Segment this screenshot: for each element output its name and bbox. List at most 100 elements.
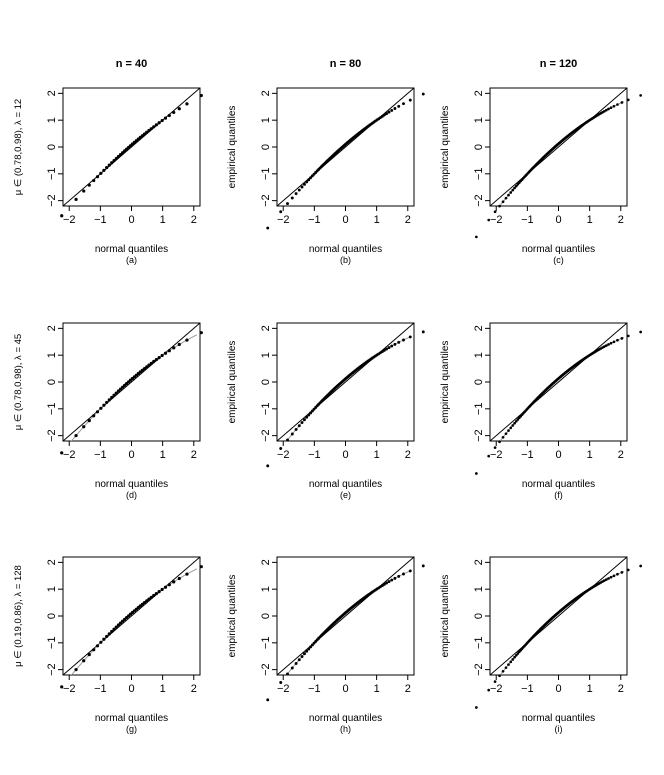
data-point [382, 582, 386, 586]
data-point [493, 446, 497, 449]
x-tick-label: 2 [618, 214, 624, 226]
x-tick-label: 2 [405, 683, 411, 695]
x-tick-label: 0 [342, 449, 348, 461]
data-point [152, 359, 156, 364]
data-point [303, 652, 306, 656]
data-point [487, 218, 491, 222]
data-point [402, 338, 405, 342]
data-point [147, 128, 151, 133]
data-point [393, 107, 397, 110]
y-tick-label: 2 [46, 559, 58, 565]
x-tick-label: 0 [128, 214, 134, 226]
data-point [149, 127, 153, 131]
data-point [266, 698, 270, 702]
x-tick-label: 2 [191, 214, 197, 226]
fitted-curve [70, 568, 198, 675]
data-point [501, 669, 505, 673]
x-tick-label: −2 [63, 449, 76, 461]
y-tick-label: 0 [46, 379, 58, 385]
data-point [74, 197, 78, 201]
data-point [487, 454, 491, 458]
data-point [142, 132, 147, 136]
x-tick-label: −2 [63, 683, 76, 695]
x-tick-label: 2 [191, 449, 197, 461]
data-point [487, 688, 491, 692]
y-tick-label: 2 [260, 325, 272, 331]
y-tick-label: 1 [46, 352, 58, 358]
row-parameter-label: μ ∈ (0.78,0.98), λ = 12 [13, 99, 24, 195]
x-tick-label: 1 [374, 683, 380, 695]
y-tick-label: 0 [46, 613, 58, 619]
data-point [118, 152, 123, 157]
reference-line [490, 88, 627, 206]
data-point [309, 411, 313, 415]
x-axis-label: normal quantiles [309, 713, 382, 724]
data-point [163, 351, 168, 355]
data-point [602, 345, 606, 348]
data-point [307, 178, 311, 182]
y-tick-label: 1 [473, 352, 485, 358]
y-tick-label: −1 [473, 168, 485, 181]
data-point [307, 647, 311, 651]
y-tick-label: 1 [260, 117, 272, 123]
data-point [382, 113, 386, 117]
data-point [163, 116, 168, 120]
data-point [639, 330, 643, 334]
data-point [172, 580, 176, 584]
data-point [157, 121, 161, 125]
data-point [513, 186, 516, 190]
data-point [300, 421, 304, 424]
data-point [607, 577, 610, 580]
x-tick-label: 2 [618, 449, 624, 461]
data-point [509, 660, 513, 664]
data-point [620, 571, 624, 574]
data-point [172, 346, 176, 350]
data-point [498, 674, 501, 678]
data-point [172, 110, 176, 115]
x-tick-label: −2 [490, 449, 503, 461]
data-point [498, 440, 501, 444]
x-axis-label: normal quantiles [522, 713, 595, 724]
data-point [390, 344, 394, 348]
data-point [385, 581, 388, 585]
y-tick-label: 1 [473, 117, 485, 123]
data-point [147, 597, 151, 601]
y-tick-label: −2 [260, 663, 272, 676]
data-point [149, 361, 153, 365]
data-point [149, 595, 153, 599]
data-point [390, 108, 394, 112]
x-tick-label: −1 [94, 214, 107, 226]
data-point [87, 653, 91, 657]
fitted-curve [70, 334, 198, 441]
data-point [116, 389, 121, 393]
x-axis-label: normal quantiles [309, 479, 382, 490]
data-point [290, 432, 294, 436]
data-point [82, 189, 86, 193]
row-parameter-label: μ ∈ (0.78,0.98), λ = 45 [13, 334, 24, 430]
panel-letter: (c) [553, 255, 564, 265]
y-tick-label: −2 [46, 663, 58, 676]
data-point [504, 196, 508, 200]
data-point [514, 184, 518, 188]
x-tick-label: 0 [555, 449, 561, 461]
data-point [402, 102, 405, 106]
data-point [157, 590, 161, 594]
x-tick-label: −1 [521, 683, 534, 695]
y-axis-label: empirical quantiles [440, 341, 451, 424]
data-point [390, 578, 394, 582]
data-point [604, 108, 608, 112]
y-tick-label: −2 [46, 429, 58, 442]
column-title: n = 120 [540, 58, 578, 70]
data-point [60, 451, 64, 455]
data-point [87, 183, 91, 187]
x-tick-label: 1 [374, 449, 380, 461]
data-point [266, 226, 270, 230]
data-point [609, 106, 613, 110]
y-tick-label: −1 [260, 168, 272, 181]
data-point [290, 666, 294, 670]
data-point [294, 428, 298, 431]
data-point [74, 433, 78, 438]
data-point [616, 103, 619, 106]
y-axis-label: empirical quantiles [227, 106, 238, 189]
y-tick-label: 0 [473, 144, 485, 150]
